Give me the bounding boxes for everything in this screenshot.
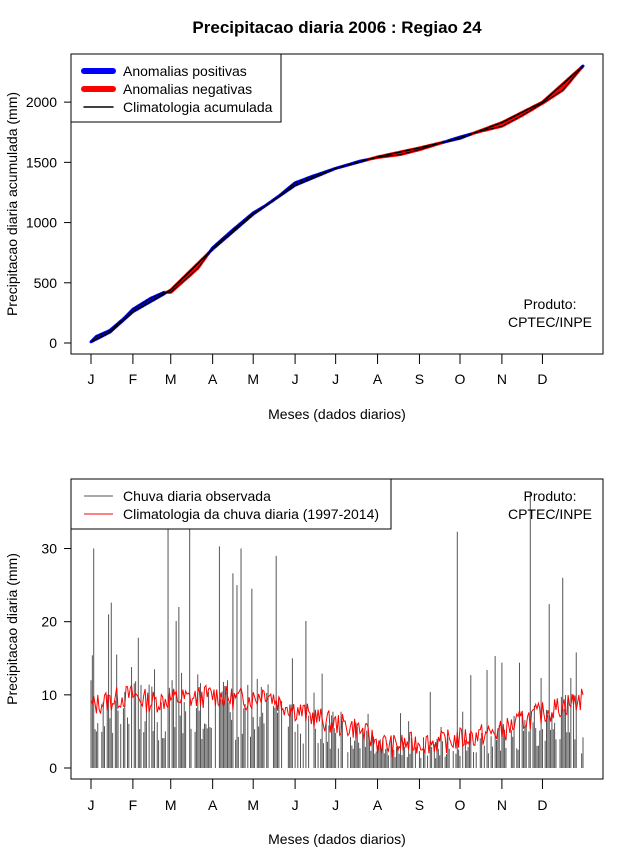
climatology-accumulated-line <box>90 65 584 343</box>
daily-precipitation-panel: J F M A M J J A S O N D 0 10 20 30 Meses (dados diarios)… <box>4 478 604 847</box>
x-tick-label: O <box>455 797 466 813</box>
daily-climatology-line <box>90 684 584 758</box>
legend-daily-climatology-label: Climatologia da chuva diaria (1997-2014) <box>123 506 379 522</box>
y-tick-label: 10 <box>41 687 57 703</box>
legend-observed-label: Chuva diaria observada <box>123 488 271 504</box>
legend-climatology-label: Climatologia acumulada <box>123 99 273 115</box>
credit-line1: Produto: <box>524 488 577 504</box>
x-tick-label: A <box>208 797 218 813</box>
accumulated-precipitation-panel: J F M A M J J A S O N D 0 500 1000 1500 2000 Meses (dados… <box>4 53 604 422</box>
legend-box <box>70 478 392 530</box>
x-tick-label: N <box>497 797 507 813</box>
y-tick-label: 1500 <box>26 154 57 170</box>
y-tick-label: 0 <box>49 760 57 776</box>
x-tick-label: J <box>292 797 299 813</box>
y-axis-label: Precipitacao diaria (mm) <box>4 553 20 705</box>
y-tick-label: 2000 <box>26 94 57 110</box>
negative-anomaly-area <box>470 65 584 136</box>
x-tick-label: F <box>129 371 138 387</box>
x-tick-label: F <box>129 797 138 813</box>
credit-line2: CPTEC/INPE <box>508 314 592 330</box>
x-tick-label: D <box>537 371 547 387</box>
x-tick-label: O <box>455 371 466 387</box>
x-tick-label: M <box>247 797 259 813</box>
x-tick-label: J <box>292 371 299 387</box>
x-tick-label: A <box>373 797 383 813</box>
y-tick-label: 500 <box>34 275 58 291</box>
x-tick-label: S <box>415 797 424 813</box>
x-tick-label: N <box>497 371 507 387</box>
x-tick-label: M <box>247 371 259 387</box>
x-tick-label: M <box>165 797 177 813</box>
y-axis-label: Precipitacao diaria acumulada (mm) <box>4 92 20 316</box>
x-tick-label: J <box>88 797 95 813</box>
y-tick-label: 20 <box>41 614 57 630</box>
legend-positive-label: Anomalias positivas <box>123 63 247 79</box>
x-tick-label: A <box>208 371 218 387</box>
x-tick-label: J <box>332 797 339 813</box>
x-tick-label: J <box>88 371 95 387</box>
chart-title: Precipitacao diaria 2006 : Regiao 24 <box>192 18 482 37</box>
x-tick-label: J <box>332 371 339 387</box>
y-tick-label: 1000 <box>26 215 57 231</box>
x-axis-label: Meses (dados diarios) <box>268 831 406 847</box>
credit-line2: CPTEC/INPE <box>508 506 592 522</box>
y-tick-label: 0 <box>49 335 57 351</box>
legend-negative-label: Anomalias negativas <box>123 81 252 97</box>
x-tick-label: D <box>537 797 547 813</box>
x-axis-label: Meses (dados diarios) <box>268 406 406 422</box>
x-tick-label: S <box>415 371 424 387</box>
positive-anomaly-area <box>207 158 370 255</box>
credit-line1: Produto: <box>524 296 577 312</box>
y-tick-label: 30 <box>41 541 57 557</box>
x-tick-label: A <box>373 371 383 387</box>
x-tick-label: M <box>165 371 177 387</box>
